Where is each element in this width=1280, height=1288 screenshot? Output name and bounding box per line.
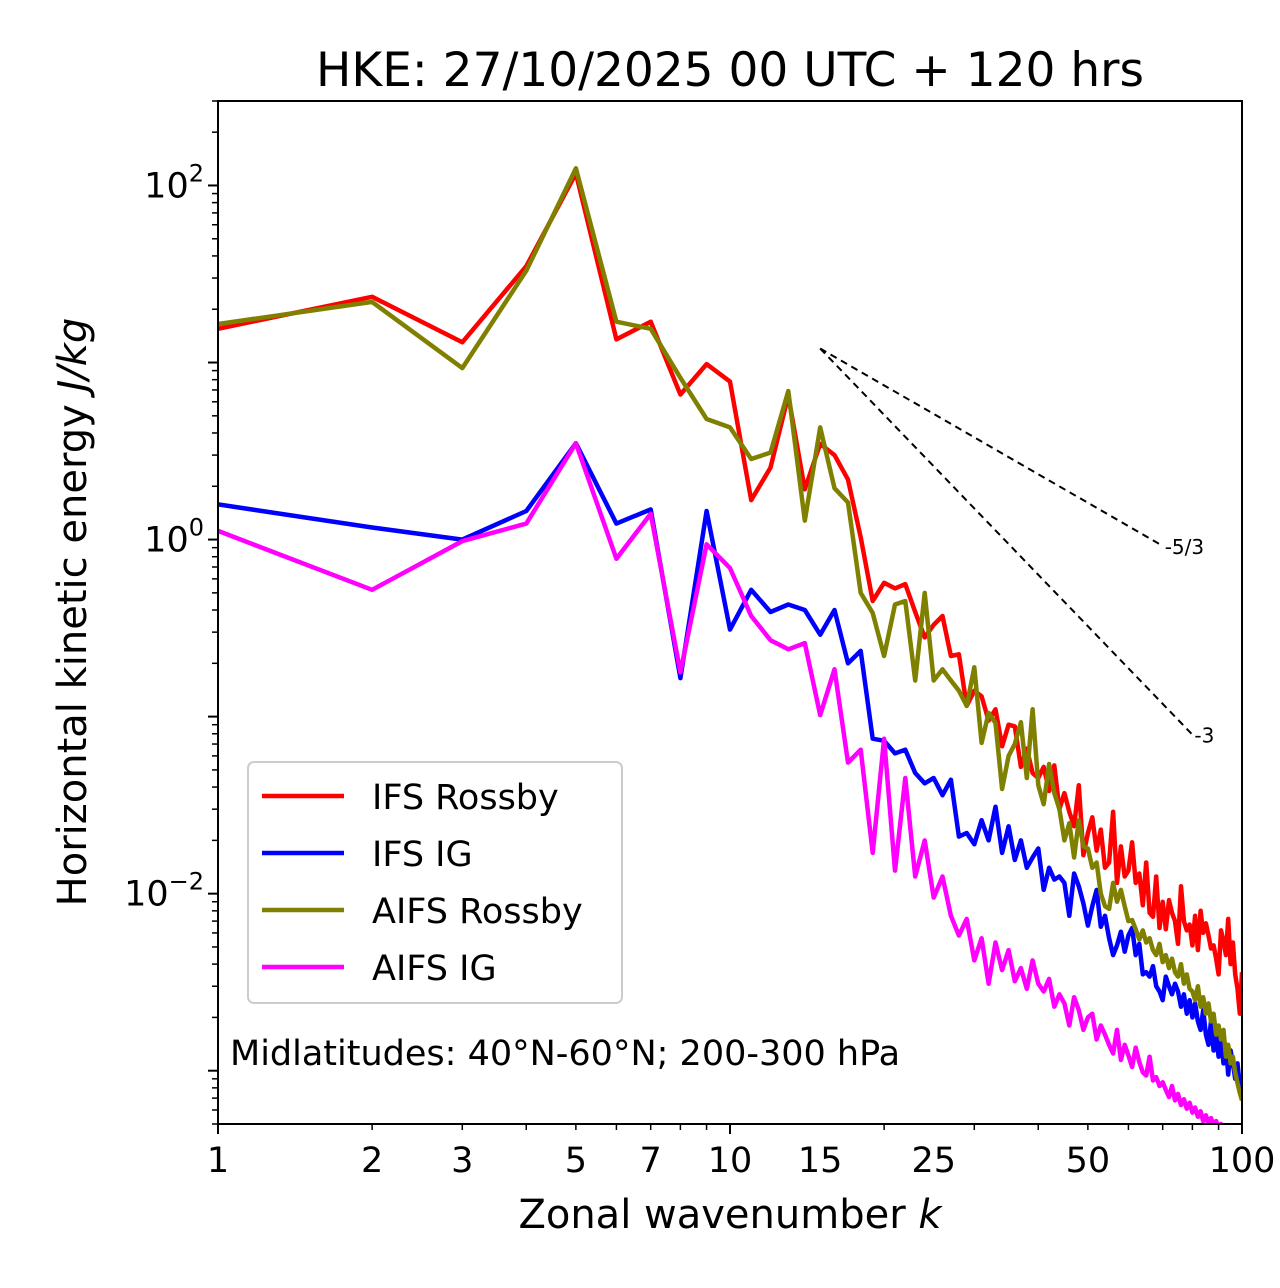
series-line-aifs-rossby — [218, 166, 1242, 1102]
x-tick-label: 50 — [1066, 1141, 1111, 1181]
reference-slope-line-2 — [819, 347, 1194, 736]
reference-slope-label-2: -3 — [1194, 724, 1214, 748]
legend-label-ifs-rossby: IFS Rossby — [372, 778, 559, 818]
reference-slope-line-1 — [819, 347, 1164, 547]
x-tick-label: 25 — [911, 1141, 956, 1181]
x-tick-label: 15 — [798, 1141, 843, 1181]
x-tick-label: 7 — [640, 1141, 662, 1181]
x-tick-label: 100 — [1209, 1141, 1276, 1181]
series-line-ifs-rossby — [218, 171, 1242, 1016]
y-tick-label: 102 — [144, 159, 204, 206]
y-tick-label: 10−2 — [124, 868, 204, 915]
series-line-aifs-ig — [218, 440, 1224, 1124]
x-axis-label-var: k — [918, 1192, 943, 1238]
legend: IFS Rossby IFS IG AIFS Rossby AIFS IG — [247, 761, 623, 1004]
x-tick-label: 5 — [565, 1141, 587, 1181]
x-axis-label-text: Zonal wavenumber — [518, 1192, 918, 1238]
legend-label-ifs-ig: IFS IG — [372, 835, 473, 875]
y-tick-label: 100 — [144, 514, 204, 561]
y-axis-label-unit: J/kg — [50, 318, 96, 399]
reference-slopes: -5/3 -3 — [819, 347, 1214, 748]
x-tick-label: 2 — [361, 1141, 383, 1181]
series-line-ifs-ig — [218, 440, 1242, 1089]
x-axis: 1 2 3 5 7 10 15 25 50 100 — [207, 1124, 1276, 1181]
chart-title: HKE: 27/10/2025 00 UTC + 120 hrs — [316, 43, 1144, 98]
region-annotation: Midlatitudes: 40°N-60°N; 200-300 hPa — [230, 1034, 900, 1074]
legend-label-aifs-ig: AIFS IG — [372, 949, 497, 989]
legend-frame — [247, 761, 623, 1004]
x-tick-label: 1 — [207, 1141, 229, 1181]
x-tick-label: 10 — [708, 1141, 753, 1181]
reference-slope-label-1: -5/3 — [1165, 535, 1204, 559]
plot-area — [218, 166, 1242, 1124]
y-axis: 102 100 10−2 — [124, 100, 218, 1125]
legend-label-aifs-rossby: AIFS Rossby — [372, 892, 583, 932]
x-axis-label: Zonal wavenumber k — [518, 1192, 943, 1238]
x-tick-label: 3 — [451, 1141, 473, 1181]
y-axis-label: Horizontal kinetic energy J/kg — [50, 318, 96, 907]
y-axis-label-text: Horizontal kinetic energy — [50, 392, 96, 907]
